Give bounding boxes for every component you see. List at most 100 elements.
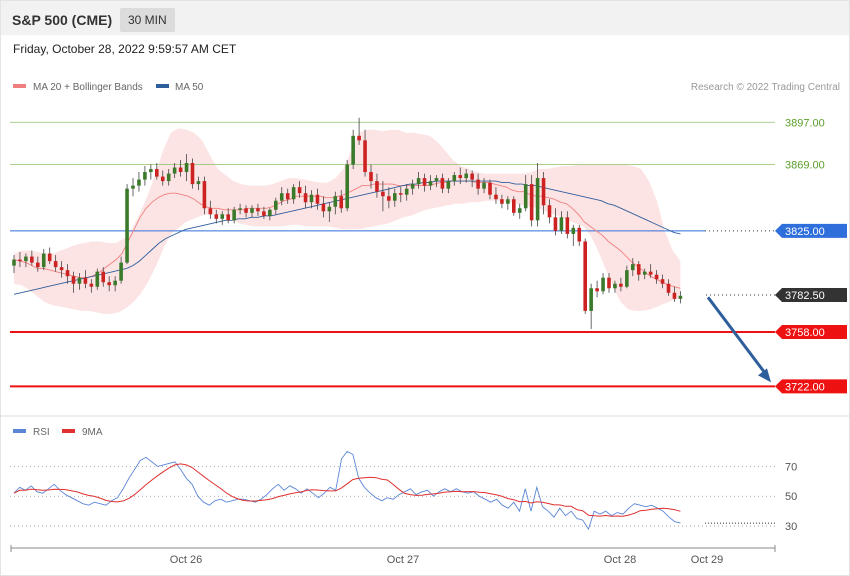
- candle-91: [553, 208, 558, 236]
- candle-body: [83, 277, 88, 284]
- candle-31: [196, 176, 201, 191]
- candle-body: [59, 267, 64, 271]
- candle-73: [446, 178, 451, 194]
- candle-body: [357, 135, 361, 141]
- candle-3: [30, 250, 34, 266]
- candle-body: [470, 173, 474, 180]
- candle-7: [53, 255, 58, 272]
- candle-body: [512, 199, 516, 213]
- candle-102: [619, 277, 623, 292]
- candle-body: [339, 196, 344, 209]
- bollinger-band-area: [14, 128, 681, 314]
- candle-60: [369, 164, 373, 189]
- candle-body: [506, 199, 510, 204]
- candle-57: [351, 129, 355, 170]
- candle-15: [101, 267, 106, 287]
- candle-body: [547, 205, 552, 218]
- rsi-ma-line: [13, 463, 681, 517]
- candle-body: [190, 163, 195, 185]
- candle-1: [18, 252, 22, 268]
- candle-109: [660, 274, 665, 289]
- candle-30: [190, 158, 195, 189]
- candle-body: [262, 211, 266, 216]
- x-tick-label-2: Oct 28: [604, 554, 636, 566]
- candle-body: [65, 270, 70, 277]
- candle-body: [381, 191, 385, 197]
- x-axis: Oct 26 Oct 27 Oct 28 Oct 29: [10, 545, 776, 566]
- candle-17: [113, 276, 117, 292]
- candle-body: [125, 188, 129, 263]
- candle-body: [607, 277, 611, 289]
- level-label-3782.50: 3782.50: [785, 290, 825, 302]
- candle-27: [172, 163, 177, 179]
- candle-50: [309, 190, 314, 209]
- x-tick-label-3: Oct 29: [691, 554, 723, 566]
- candle-51: [315, 188, 320, 210]
- candle-67: [410, 179, 415, 195]
- level-lines: [10, 121, 775, 388]
- candle-5: [41, 249, 46, 271]
- candle-body: [648, 271, 653, 275]
- candle-body: [678, 295, 683, 299]
- candle-body: [107, 282, 111, 286]
- candle-body: [387, 196, 391, 201]
- candle-body: [422, 178, 427, 186]
- candle-74: [452, 172, 457, 186]
- timestamp: Friday, October 28, 2022 9:59:57 AM CET: [13, 42, 237, 56]
- candle-59: [363, 129, 367, 177]
- candle-29: [184, 153, 189, 182]
- candle-body: [404, 188, 409, 195]
- rsi-ma-legend-swatch: [62, 429, 75, 433]
- candle-body: [36, 262, 40, 268]
- candle-body: [220, 214, 225, 219]
- candle-52: [321, 196, 326, 218]
- candle-37: [232, 206, 236, 224]
- candle-53: [327, 202, 332, 222]
- candle-body: [321, 203, 326, 212]
- candle-32: [202, 176, 207, 215]
- candle-87: [529, 175, 534, 227]
- candle-81: [494, 187, 498, 204]
- candle-105: [636, 261, 641, 281]
- candle-99: [601, 273, 605, 295]
- candle-64: [393, 188, 397, 207]
- candle-body: [613, 283, 617, 289]
- candle-25: [160, 170, 165, 186]
- level-labels: 3897.00 3869.00 3825.00 3782.50 3758.00 3722.…: [775, 117, 847, 394]
- candle-body: [95, 271, 100, 287]
- candle-body: [565, 217, 570, 234]
- candle-108: [654, 270, 659, 284]
- candle-110: [666, 279, 671, 296]
- candle-body: [416, 178, 421, 185]
- candle-96: [583, 238, 587, 314]
- candle-body: [642, 271, 647, 275]
- candle-body: [274, 200, 278, 210]
- candle-77: [470, 170, 474, 188]
- timeframe-badge[interactable]: 30 MIN: [120, 8, 175, 32]
- candle-body: [12, 259, 16, 266]
- level-label-3869.00: 3869.00: [785, 160, 825, 172]
- candle-body: [184, 163, 189, 173]
- candle-body: [113, 280, 117, 286]
- candle-90: [547, 199, 552, 224]
- candle-body: [672, 292, 677, 299]
- candle-33: [208, 200, 213, 219]
- candle-97: [589, 283, 593, 329]
- ma50-legend-swatch: [156, 84, 169, 88]
- candle-body: [654, 274, 659, 280]
- candle-body: [238, 208, 242, 210]
- candle-43: [268, 208, 272, 221]
- candle-4: [36, 256, 40, 272]
- candle-body: [577, 227, 582, 242]
- candle-body: [625, 270, 629, 287]
- candle-body: [619, 283, 623, 287]
- candle-body: [160, 176, 165, 182]
- candle-63: [387, 187, 391, 209]
- rsi-legend-swatch: [13, 429, 26, 433]
- candles: [12, 117, 683, 329]
- candle-100: [607, 273, 611, 293]
- bollinger-legend-swatch: [13, 84, 26, 88]
- candle-body: [488, 182, 492, 195]
- candle-body: [119, 262, 123, 281]
